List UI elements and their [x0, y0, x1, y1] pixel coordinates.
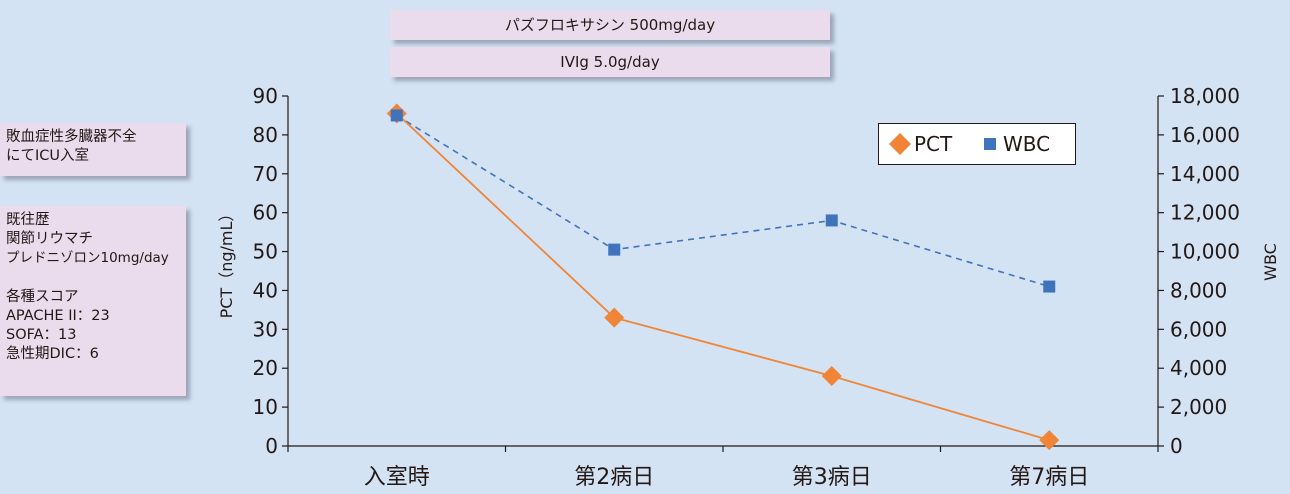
left-tick-label: 60	[253, 201, 278, 225]
left-tick-label: 10	[253, 395, 278, 419]
left-axis-label: PCT（ng/mL）	[217, 206, 236, 319]
wbc-point	[608, 243, 621, 256]
right-tick-label: 18,000	[1170, 84, 1240, 108]
left-tick-label: 90	[253, 84, 278, 108]
left-tick-label: 80	[253, 123, 278, 147]
note-scores-title: 各種スコア	[6, 289, 79, 305]
wbc-point	[1043, 280, 1056, 293]
chart-axes	[287, 96, 1159, 452]
category-label: 第3病日	[792, 465, 872, 490]
note-history-title: 既往歴	[6, 212, 50, 228]
note-score-line: APACHE II：23	[6, 308, 110, 324]
drug-label-ivig: IVIg 5.0g/day	[560, 53, 660, 71]
right-tick-label: 0	[1170, 434, 1183, 458]
pct-point	[1039, 430, 1060, 451]
pct-point	[604, 307, 625, 328]
note-score-line: SOFA：13	[6, 327, 77, 343]
category-labels: 入室時 第2病日 第3病日 第7病日	[364, 465, 1090, 490]
drug-bar-pazufloxacin: パズフロキサシン 500mg/day	[390, 10, 830, 40]
right-tick-label: 6,000	[1170, 317, 1227, 341]
category-label: 第2病日	[574, 465, 654, 490]
right-tick-label: 14,000	[1170, 162, 1240, 186]
note-history-line: プレドニゾロン10mg/day	[6, 250, 169, 266]
legend-wbc-marker-icon	[983, 124, 997, 164]
legend-pct-label: PCT	[914, 132, 953, 156]
right-tick-label: 8,000	[1170, 278, 1227, 302]
category-label: 入室時	[364, 465, 430, 490]
left-tick-label: 0	[265, 434, 278, 458]
note-admission: 敗血症性多臓器不全 にてICU入室	[0, 123, 186, 176]
note-score-line: 急性期DIC：6	[6, 346, 99, 362]
note-history-scores: 既往歴 関節リウマチ プレドニゾロン10mg/day 各種スコア APACHE …	[0, 206, 186, 396]
wbc-point	[825, 214, 838, 227]
pct-point	[821, 366, 842, 386]
right-axis-label: WBC	[1261, 243, 1280, 281]
left-tick-label: 30	[253, 317, 278, 341]
note-admission-line: にてICU入室	[6, 148, 90, 164]
right-tick-label: 2,000	[1170, 395, 1227, 419]
left-tick-label: 70	[253, 162, 278, 186]
right-axis-ticks: 0 2,000 4,000 6,000 8,000 10,000 12,000 14,000 1…	[1158, 84, 1240, 458]
category-label: 第7病日	[1009, 465, 1089, 490]
series-group	[386, 103, 1060, 451]
note-admission-line: 敗血症性多臓器不全	[6, 129, 137, 145]
left-axis-ticks: 0 10 20 30 40 50 60 70 80 90	[253, 84, 288, 458]
pct-series-line	[396, 112, 1050, 442]
note-history-line: 関節リウマチ	[6, 231, 93, 247]
right-tick-label: 10,000	[1170, 240, 1240, 264]
legend-wbc-label: WBC	[1003, 132, 1051, 156]
left-tick-label: 40	[253, 278, 278, 302]
drug-bar-ivig: IVIg 5.0g/day	[390, 47, 830, 77]
wbc-point	[390, 109, 403, 122]
left-tick-label: 20	[253, 356, 278, 380]
right-tick-label: 4,000	[1170, 356, 1227, 380]
wbc-series-line	[396, 114, 1050, 288]
right-tick-label: 16,000	[1170, 123, 1240, 147]
right-tick-label: 12,000	[1170, 201, 1240, 225]
left-tick-label: 50	[253, 240, 278, 264]
drug-label-pazufloxacin: パズフロキサシン 500mg/day	[504, 16, 716, 34]
chart-legend: PCT WBC	[878, 123, 1076, 165]
legend-pct-marker-icon	[889, 124, 911, 164]
